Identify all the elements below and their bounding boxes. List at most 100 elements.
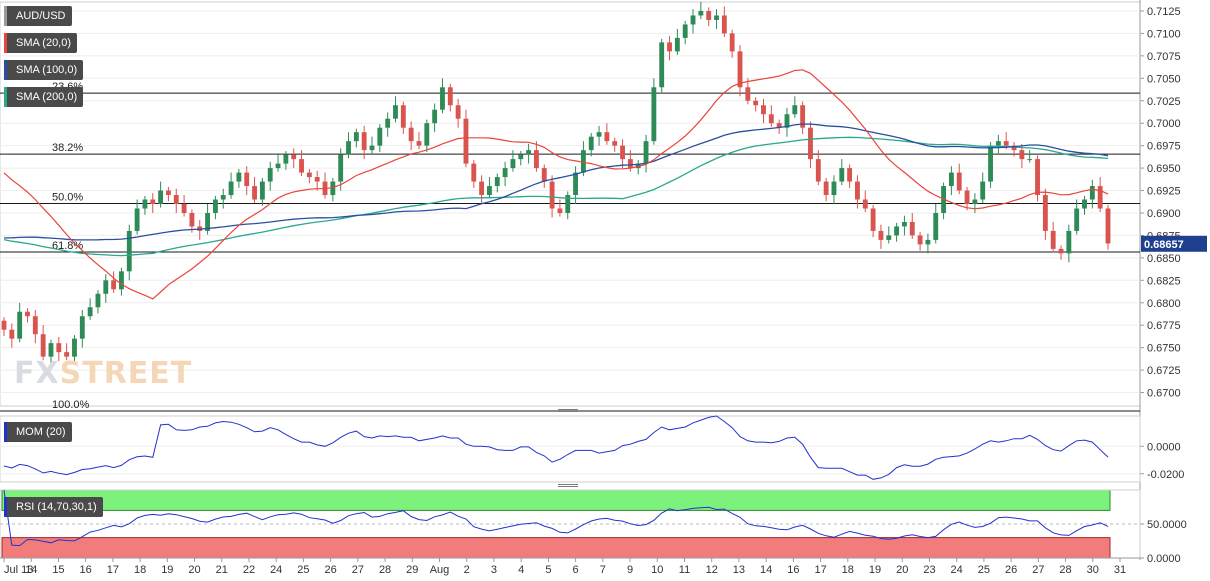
candle-body <box>299 159 304 173</box>
candle-body <box>291 154 297 160</box>
candle-body <box>526 150 532 155</box>
candle-body <box>220 195 226 200</box>
candle-body <box>330 181 336 196</box>
candle-body <box>565 195 571 213</box>
price-tick-label: 0.6900 <box>1147 208 1181 220</box>
candle-body <box>32 316 38 335</box>
rsi-tick-label: 50.0000 <box>1147 519 1187 531</box>
panel-resize-handle[interactable] <box>0 408 1140 414</box>
price-tick-label: 0.6825 <box>1147 275 1181 287</box>
candle-body <box>1 320 7 330</box>
price-tick-label: 0.6850 <box>1147 253 1181 265</box>
price-tick-label: 0.6950 <box>1147 163 1181 175</box>
legend-symbol[interactable]: AUD/USD <box>4 6 72 26</box>
candle-body <box>1105 208 1111 244</box>
x-tick-label: 5 <box>545 564 551 576</box>
candle-body <box>862 199 868 209</box>
candle-body <box>455 105 461 119</box>
candle-body <box>690 15 696 25</box>
candle-body <box>635 163 641 169</box>
candle-body <box>745 87 751 101</box>
candle-body <box>40 334 46 357</box>
sma20-line <box>3 69 1109 300</box>
x-tick-label: 24 <box>270 564 282 576</box>
candle-body <box>761 105 766 115</box>
candle-body <box>917 235 923 245</box>
x-tick-label: 30 <box>1087 564 1099 576</box>
candle-body <box>346 141 351 155</box>
candle-body <box>259 181 265 200</box>
legend-sma100[interactable]: SMA (100,0) <box>4 60 84 80</box>
price-panel: 0.7125 0.7100 0.7075 0.7050 0.7025 0.7000 0.69… <box>0 0 1207 560</box>
candle-body <box>980 181 986 200</box>
candle-body <box>361 132 367 151</box>
price-tick-label: 0.6800 <box>1147 298 1181 310</box>
candle-body <box>721 15 727 34</box>
candle-body <box>494 177 500 187</box>
candle-body <box>126 230 132 272</box>
candle-body <box>9 329 15 339</box>
price-tick-label: 0.7000 <box>1147 118 1181 130</box>
price-tick-label: 0.7025 <box>1147 96 1181 108</box>
candle-body <box>627 159 633 169</box>
x-tick-label: 19 <box>869 564 881 576</box>
candle-body <box>72 338 77 357</box>
candle-body <box>267 168 273 182</box>
legend-sma200[interactable]: SMA (200,0) <box>4 87 84 107</box>
candle-body <box>369 145 375 151</box>
sma200-line <box>3 136 1109 257</box>
candle-body <box>17 311 23 339</box>
last-price-marker <box>1141 235 1207 252</box>
candle-body <box>353 132 359 142</box>
panel-resize-handle[interactable] <box>0 483 1140 489</box>
price-tick-label: 0.6775 <box>1147 320 1181 332</box>
candle-body <box>901 221 907 227</box>
candle-body <box>1097 186 1103 209</box>
fibonacci-level-label: 38.2% <box>52 142 83 154</box>
x-tick-label: 26 <box>1005 564 1017 576</box>
x-tick-label: 29 <box>406 564 418 576</box>
x-tick-label: 28 <box>379 564 391 576</box>
candle-body <box>706 10 712 20</box>
x-tick-label: 27 <box>352 564 364 576</box>
candle-body <box>674 37 680 52</box>
candle-body <box>189 212 195 227</box>
candle-body <box>1019 150 1025 160</box>
candle-body <box>964 190 970 204</box>
candle-body <box>729 33 735 52</box>
x-tick-label: 10 <box>651 564 663 576</box>
candle-body <box>510 159 516 169</box>
candle-body <box>737 51 743 88</box>
candle-body <box>659 42 665 88</box>
candle-body <box>150 199 156 204</box>
legend-mom[interactable]: MOM (20) <box>4 422 72 442</box>
candle-body <box>557 208 563 213</box>
candle-body <box>1089 186 1095 200</box>
rsi-overbought-zone <box>1 489 1111 511</box>
legend-sma20[interactable]: SMA (20,0) <box>4 33 78 53</box>
candle-body <box>698 10 704 16</box>
candle-body <box>933 212 939 240</box>
mom-tick-label: -0.0200 <box>1147 469 1184 481</box>
mom-line <box>3 415 1109 480</box>
candle-body <box>956 172 962 191</box>
x-tick-label: 11 <box>679 564 690 576</box>
candle-body <box>236 172 242 182</box>
price-tick-label: 0.7125 <box>1147 6 1181 18</box>
candle-body <box>518 154 524 160</box>
candle-body <box>400 105 406 128</box>
candle-body <box>432 109 438 124</box>
candle-body <box>909 221 915 236</box>
x-tick-label: Aug <box>430 564 450 576</box>
candle-body <box>173 195 179 204</box>
candle-body <box>408 127 414 142</box>
x-tick-label: 13 <box>733 564 745 576</box>
legend-rsi[interactable]: RSI (14,70,30,1) <box>4 497 103 517</box>
candle-body <box>847 168 853 182</box>
candle-body <box>800 105 806 128</box>
candle-body <box>886 235 892 240</box>
candle-body <box>119 271 124 290</box>
last-price-label: 0.68657 <box>1144 239 1184 251</box>
